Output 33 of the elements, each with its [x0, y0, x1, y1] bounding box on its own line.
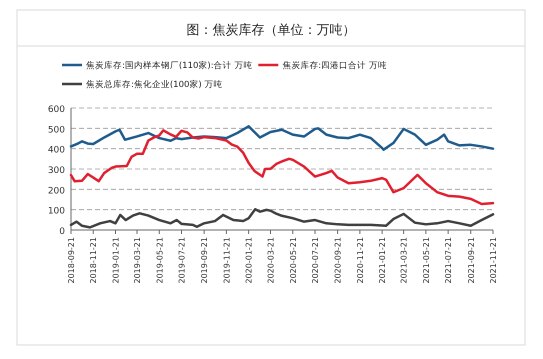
x-tick-label: 2021-01-21 [378, 237, 388, 284]
x-tick-label: 2019-09-21 [200, 237, 210, 284]
y-tick-label: 0 [59, 227, 66, 237]
x-tick-label: 2021-11-21 [489, 237, 498, 284]
legend-label: 焦炭库存:四港口合计 万吨 [282, 60, 387, 71]
y-tick-label: 100 [48, 206, 66, 217]
y-tick-label: 200 [48, 186, 66, 196]
x-tick-label: 2019-07-21 [178, 237, 187, 284]
x-tick-label: 2021-03-21 [400, 237, 409, 284]
x-tick-label: 2018-11-21 [89, 237, 98, 284]
x-tick-label: 2019-01-21 [112, 237, 120, 284]
x-tick-label: 2020-11-21 [356, 237, 365, 284]
x-tick-label: 2020-09-21 [334, 237, 343, 284]
x-tick-label: 2020-01-21 [244, 237, 254, 284]
y-tick-label: 400 [48, 146, 66, 156]
x-tick-label: 2019-05-21 [155, 237, 164, 284]
legend-label: 焦炭库存:国内样本钢厂(110家):合计 万吨 [86, 60, 252, 71]
x-tick-label: 2021-05-21 [422, 237, 431, 284]
x-tick-label: 2020-07-21 [311, 237, 320, 284]
line-series [70, 129, 494, 206]
y-tick-label: 600 [48, 105, 66, 115]
x-tick-label: 2021-07-21 [444, 237, 454, 284]
chart-title: 图：焦炭库存（单位：万吨） [186, 23, 356, 38]
x-tick-label: 2018-09-21 [67, 237, 76, 284]
x-tick-label: 2021-09-21 [466, 237, 476, 284]
legend-label: 焦炭总库存:焦化企业(100家) 万吨 [86, 79, 222, 90]
y-tick-label: 500 [48, 125, 66, 136]
x-tick-label: 2019-03-21 [133, 237, 142, 284]
x-tick-label: 2020-05-21 [288, 237, 298, 284]
line-series [70, 125, 494, 151]
y-tick-label: 300 [48, 166, 66, 176]
x-tick-label: 2019-11-21 [222, 237, 232, 284]
x-tick-label: 2020-03-21 [266, 237, 276, 284]
